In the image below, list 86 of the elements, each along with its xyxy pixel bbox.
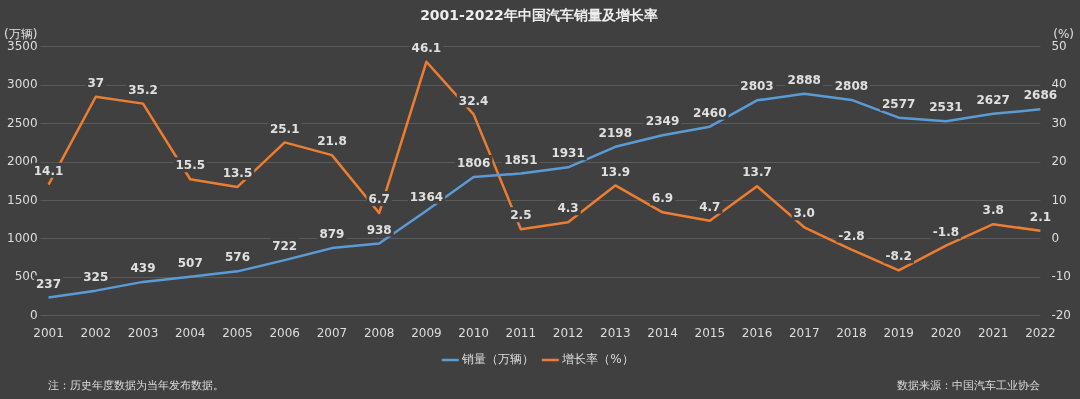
data-label: 35.2 [128, 82, 158, 97]
y-tick-label: 0 [29, 307, 38, 322]
data-label: 938 [366, 222, 392, 237]
data-label: -1.8 [932, 224, 960, 239]
data-label: 325 [83, 269, 109, 284]
data-label: 879 [319, 227, 345, 242]
y-tick-label: 3000 [6, 77, 38, 92]
data-label: 722 [272, 239, 298, 254]
y2-tick-label: 20 [1051, 154, 1067, 169]
x-tick-label: 2018 [836, 325, 867, 340]
x-tick-label: 2011 [505, 325, 537, 340]
y2-tick-label: 0 [1051, 230, 1060, 245]
y2-tick-label: -10 [1051, 269, 1072, 284]
x-tick-label: 2017 [788, 325, 820, 340]
data-label: -8.2 [885, 249, 912, 264]
data-label: 2.1 [1029, 209, 1052, 224]
x-tick-label: 2003 [127, 325, 159, 340]
data-label: 6.7 [368, 192, 390, 207]
text: 注：历史年度数据为当年发布数据。 [48, 378, 224, 394]
data-label: 37 [87, 75, 105, 90]
data-label: 2198 [598, 125, 633, 140]
data-label: 2.5 [510, 208, 532, 223]
x-tick-label: 2012 [552, 325, 584, 340]
source-note: 数据来源：中国汽车工业协会 [897, 378, 1040, 394]
chart-title: 2001-2022年中国汽车销量及增长率 [420, 7, 658, 24]
y2-tick-label: 50 [1051, 38, 1067, 53]
y2-tick-label: 30 [1051, 115, 1067, 130]
data-label: 2577 [882, 96, 916, 111]
data-label: 576 [224, 250, 250, 265]
x-tick-label: 2006 [269, 325, 300, 340]
x-tick-label: 2020 [930, 325, 962, 340]
data-label: 1851 [504, 152, 538, 167]
x-tick-label: 2022 [1025, 325, 1056, 340]
x-tick-label: 2015 [694, 325, 726, 340]
data-label: 2531 [929, 100, 963, 115]
y2-axis-title: (%) [1053, 26, 1074, 41]
data-label: 46.1 [411, 40, 442, 55]
data-label: 2808 [834, 79, 869, 94]
data-label: 439 [130, 261, 156, 276]
y-tick-label: 3500 [6, 38, 38, 53]
data-label: 3.8 [982, 203, 1004, 218]
data-label: 4.3 [557, 201, 579, 216]
x-tick-label: 2009 [411, 325, 442, 340]
data-label: 1364 [409, 189, 444, 204]
y-axis-title: (万辆) [4, 26, 38, 41]
legend-label: 增长率（%） [561, 352, 634, 367]
data-label: 2803 [740, 79, 774, 94]
data-label: 3.0 [793, 206, 815, 221]
x-tick-label: 2010 [458, 325, 489, 340]
x-tick-label: 2016 [741, 325, 773, 340]
data-label: 13.5 [222, 166, 253, 181]
x-tick-label: 2013 [600, 325, 631, 340]
data-label: 2349 [645, 114, 680, 129]
y2-tick-label: 10 [1051, 192, 1067, 207]
data-label: 2686 [1023, 88, 1058, 103]
data-label: 25.1 [269, 121, 300, 136]
data-label: 1806 [456, 156, 491, 171]
legend-label: 销量（万辆） [461, 352, 535, 367]
y-tick-label: 1500 [6, 192, 38, 207]
x-tick-label: 2002 [80, 325, 112, 340]
data-label: 6.9 [651, 191, 674, 206]
data-label: 2888 [787, 72, 821, 87]
x-tick-label: 2007 [316, 325, 348, 340]
data-label: 4.7 [699, 199, 721, 214]
y-tick-label: 1000 [6, 230, 38, 245]
data-label: 1931 [551, 146, 585, 161]
x-tick-label: 2008 [363, 325, 395, 340]
x-tick-label: 2004 [174, 325, 206, 340]
data-label: 2627 [976, 92, 1010, 107]
x-tick-label: 2019 [883, 325, 914, 340]
data-label: -2.8 [838, 228, 865, 243]
data-label: 13.9 [600, 164, 631, 179]
x-tick-label: 2021 [977, 325, 1009, 340]
y-tick-label: 2500 [6, 115, 38, 130]
data-label: 507 [177, 255, 203, 270]
y2-tick-label: -20 [1051, 307, 1072, 322]
data-label: 237 [36, 276, 62, 291]
x-tick-label: 2014 [647, 325, 678, 340]
x-tick-label: 2005 [222, 325, 253, 340]
data-label: 21.8 [317, 134, 347, 149]
data-label: 14.1 [33, 163, 64, 178]
x-tick-label: 2001 [33, 325, 64, 340]
data-label: 32.4 [458, 93, 489, 108]
data-label: 15.5 [175, 158, 206, 173]
data-label: 13.7 [742, 165, 772, 180]
data-label: 2460 [693, 105, 727, 120]
